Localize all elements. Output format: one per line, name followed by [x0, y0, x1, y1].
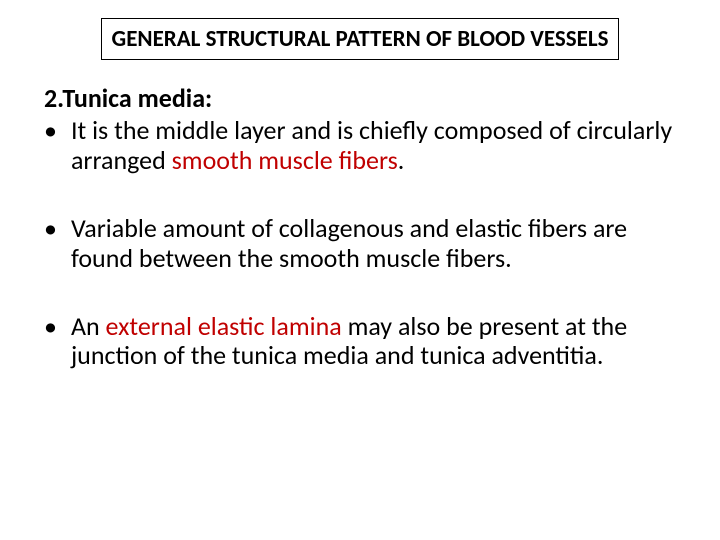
- bullet-item-1: • It is the middle layer and is chiefly …: [44, 116, 680, 176]
- bullet-marker: •: [44, 214, 57, 244]
- bullet-text-1: It is the middle layer and is chiefly co…: [71, 116, 680, 176]
- bullet-text-2: Variable amount of collagenous and elast…: [71, 214, 680, 274]
- slide-container: GENERAL STRUCTURAL PATTERN OF BLOOD VESS…: [0, 0, 720, 540]
- bullet-item-3: • An external elastic lamina may also be…: [44, 312, 680, 372]
- title-box: GENERAL STRUCTURAL PATTERN OF BLOOD VESS…: [101, 18, 620, 60]
- section-heading: 2.Tunica media:: [44, 82, 680, 114]
- bullet-marker: •: [44, 312, 57, 342]
- bullet-marker: •: [44, 116, 57, 146]
- bullet-text-3: An external elastic lamina may also be p…: [71, 312, 680, 372]
- bullet-item-2: • Variable amount of collagenous and ela…: [44, 214, 680, 274]
- bullet-3-highlight: external elastic lamina: [106, 310, 348, 342]
- bullet-3-pre: An: [71, 310, 106, 342]
- slide-title: GENERAL STRUCTURAL PATTERN OF BLOOD VESS…: [112, 25, 609, 53]
- bullet-1-highlight: smooth muscle fibers: [172, 144, 398, 176]
- bullet-1-post: .: [398, 144, 405, 176]
